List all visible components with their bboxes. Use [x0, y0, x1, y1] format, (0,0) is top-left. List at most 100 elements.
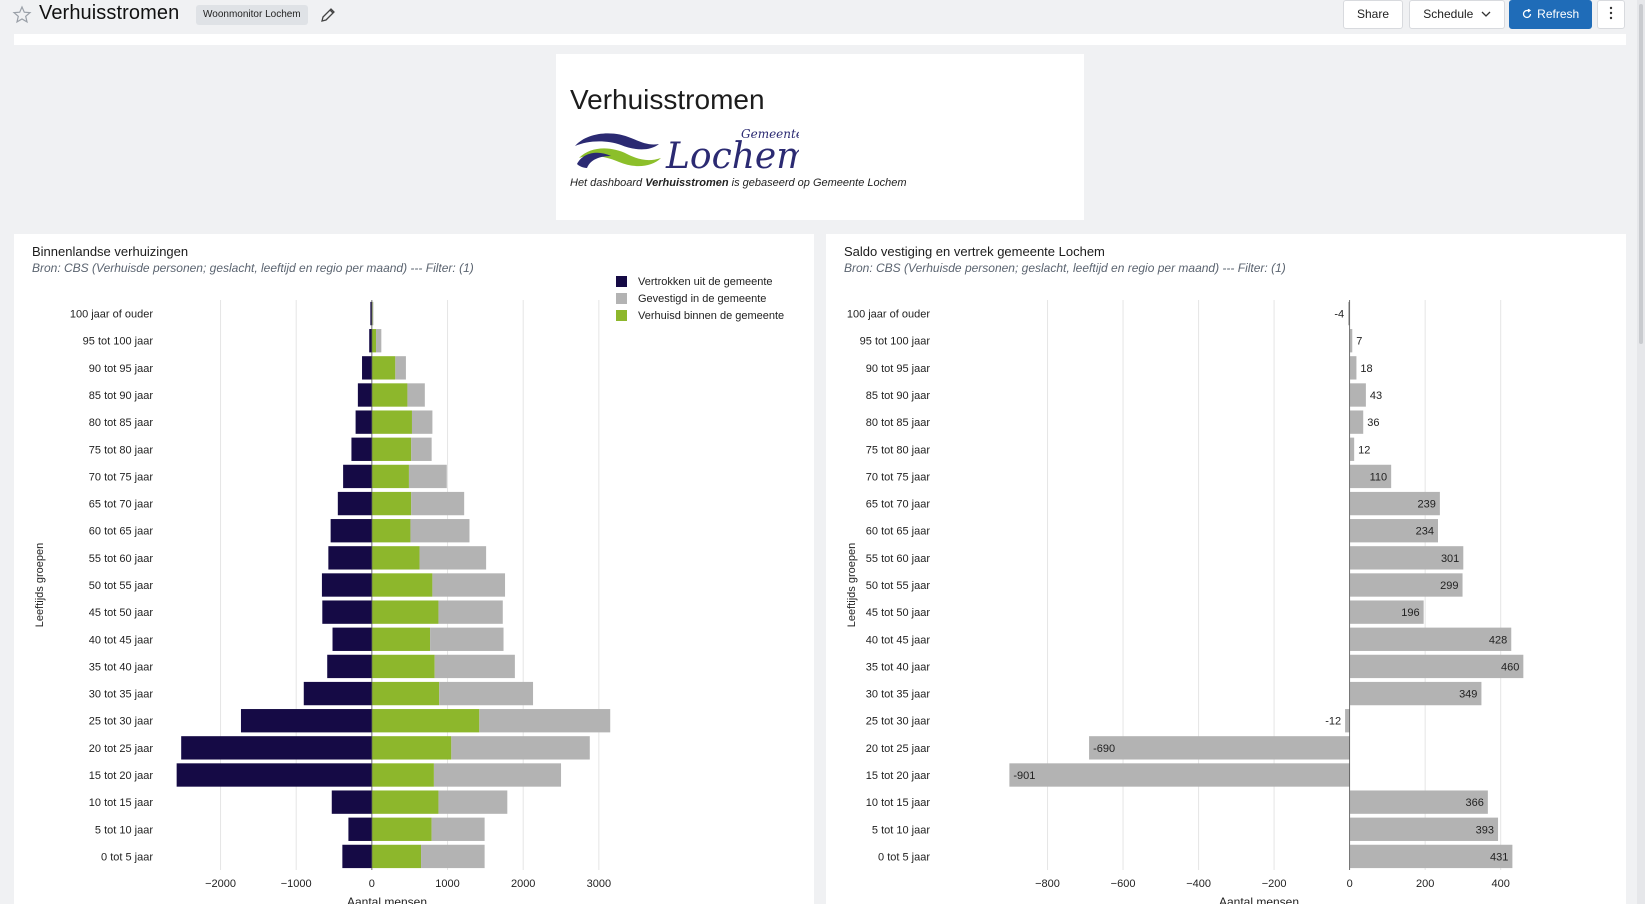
- bar-segment: [371, 736, 452, 760]
- x-tick-label: −2000: [205, 878, 236, 890]
- y-category-label: 90 tot 95 jaar: [89, 363, 154, 375]
- bar-segment: [321, 573, 372, 597]
- bar-segment: [411, 437, 432, 461]
- chart-subtitle: Bron: CBS (Verhuisde personen; geslacht,…: [32, 261, 474, 275]
- bar-segment: [370, 301, 372, 326]
- bar-segment: [430, 627, 504, 651]
- bar-segment: [369, 329, 372, 353]
- share-button[interactable]: Share: [1343, 0, 1403, 29]
- bar-segment: [371, 627, 431, 651]
- bar-segment: [371, 600, 439, 624]
- bar-segment: [438, 600, 503, 624]
- saldo-bar: [1349, 844, 1513, 869]
- saldo-bar: [1349, 790, 1488, 814]
- data-label: -12: [1325, 716, 1341, 728]
- bar-segment: [371, 844, 422, 869]
- schedule-button[interactable]: Schedule: [1409, 0, 1505, 29]
- bar-segment: [371, 546, 420, 570]
- bar-segment: [432, 573, 506, 597]
- more-options-button[interactable]: [1597, 0, 1625, 29]
- edit-pencil-icon[interactable]: [319, 6, 337, 24]
- owner-tag[interactable]: Woonmonitor Lochem: [196, 5, 308, 25]
- y-category-label: 55 tot 60 jaar: [89, 553, 154, 565]
- bar-segment: [411, 491, 465, 516]
- bar-segment: [371, 790, 439, 814]
- y-category-label: 90 tot 95 jaar: [866, 363, 931, 375]
- y-category-label: 70 tot 75 jaar: [866, 471, 931, 483]
- scrollbar-track[interactable]: [1637, 0, 1645, 904]
- y-category-label: 40 tot 45 jaar: [866, 634, 931, 646]
- chart-subtitle: Bron: CBS (Verhuisde personen; geslacht,…: [844, 261, 1286, 275]
- y-category-label: 45 tot 50 jaar: [89, 607, 154, 619]
- y-category-label: 100 jaar of ouder: [70, 309, 154, 321]
- x-axis-title: Aantal mensen: [347, 895, 427, 904]
- x-tick-label: −1000: [281, 878, 312, 890]
- bar-segment: [371, 356, 396, 380]
- y-category-label: 75 tot 80 jaar: [89, 444, 154, 456]
- bar-segment: [407, 383, 425, 407]
- bar-segment: [337, 491, 372, 516]
- x-tick-label: 0: [369, 878, 375, 890]
- bar-segment: [330, 519, 372, 543]
- star-icon[interactable]: [12, 5, 32, 25]
- y-category-label: 15 tot 20 jaar: [89, 770, 154, 782]
- saldo-bar-chart: −800 −600 −400 −200 0 200 400 100 jaar of ouder…: [846, 300, 1524, 904]
- bar-segment: [303, 681, 372, 706]
- chart-title: Binnenlandse verhuizingen: [32, 244, 189, 259]
- y-category-label: 65 tot 70 jaar: [89, 499, 154, 511]
- y-category-label: 50 tot 55 jaar: [89, 580, 154, 592]
- y-category-label: 30 tot 35 jaar: [866, 689, 931, 701]
- bar-segment: [411, 410, 433, 434]
- bar-segment: [438, 790, 508, 814]
- data-label: 460: [1501, 661, 1519, 673]
- bar-segment: [371, 573, 433, 597]
- bar-segment: [371, 464, 409, 489]
- y-category-label: 95 tot 100 jaar: [860, 336, 931, 348]
- saldo-bar: [1349, 519, 1438, 543]
- saldo-bar: [1349, 383, 1366, 407]
- bar-segment: [181, 736, 372, 760]
- y-category-label: 50 tot 55 jaar: [866, 580, 931, 592]
- bar-segment: [371, 410, 412, 434]
- bar-segment: [439, 681, 534, 706]
- bar-segment: [371, 329, 377, 353]
- y-axis-title: Leeftijds groepen: [34, 543, 46, 627]
- dashboard-title: Verhuisstromen: [39, 2, 180, 24]
- y-category-label: 0 tot 5 jaar: [101, 851, 153, 863]
- gemeente-lochem-logo: Gemeente Lochem: [575, 127, 799, 177]
- bar-segment: [332, 627, 372, 651]
- saldo-bar: [1349, 491, 1440, 516]
- y-category-label: 65 tot 70 jaar: [866, 499, 931, 511]
- y-category-label: 55 tot 60 jaar: [866, 553, 931, 565]
- y-category-label: 60 tot 65 jaar: [866, 526, 931, 538]
- saldo-bar: [1349, 817, 1499, 841]
- refresh-button[interactable]: Refresh: [1509, 0, 1592, 29]
- y-category-label: 10 tot 15 jaar: [89, 797, 154, 809]
- bar-segment: [372, 301, 374, 326]
- x-tick-label: 3000: [587, 878, 611, 890]
- saldo-bar: [1349, 546, 1464, 570]
- bar-segment: [434, 654, 515, 679]
- bar-segment: [371, 519, 411, 543]
- y-category-label: 5 tot 10 jaar: [95, 824, 153, 836]
- saldo-bar: [1349, 600, 1424, 624]
- scrollbar-thumb[interactable]: [1639, 4, 1643, 344]
- data-label: 299: [1440, 580, 1458, 592]
- filter-strip: [14, 34, 1626, 45]
- x-tick-label: 200: [1416, 878, 1434, 890]
- data-label: 234: [1416, 526, 1434, 538]
- saldo-bar: [1349, 464, 1392, 489]
- data-label: 366: [1465, 797, 1483, 809]
- saldo-bar: [1349, 627, 1512, 651]
- logo-big-text: Lochem: [665, 136, 799, 177]
- saldo-bar: [1348, 301, 1350, 326]
- data-label: 301: [1441, 553, 1459, 565]
- saldo-bar: [1349, 681, 1482, 706]
- y-category-label: 35 tot 40 jaar: [866, 661, 931, 673]
- bar-segment: [371, 654, 435, 679]
- y-category-label: 75 tot 80 jaar: [866, 444, 931, 456]
- bar-segment: [371, 817, 432, 841]
- data-label: 18: [1360, 363, 1372, 375]
- y-category-label: 80 tot 85 jaar: [866, 417, 931, 429]
- y-category-label: 35 tot 40 jaar: [89, 661, 154, 673]
